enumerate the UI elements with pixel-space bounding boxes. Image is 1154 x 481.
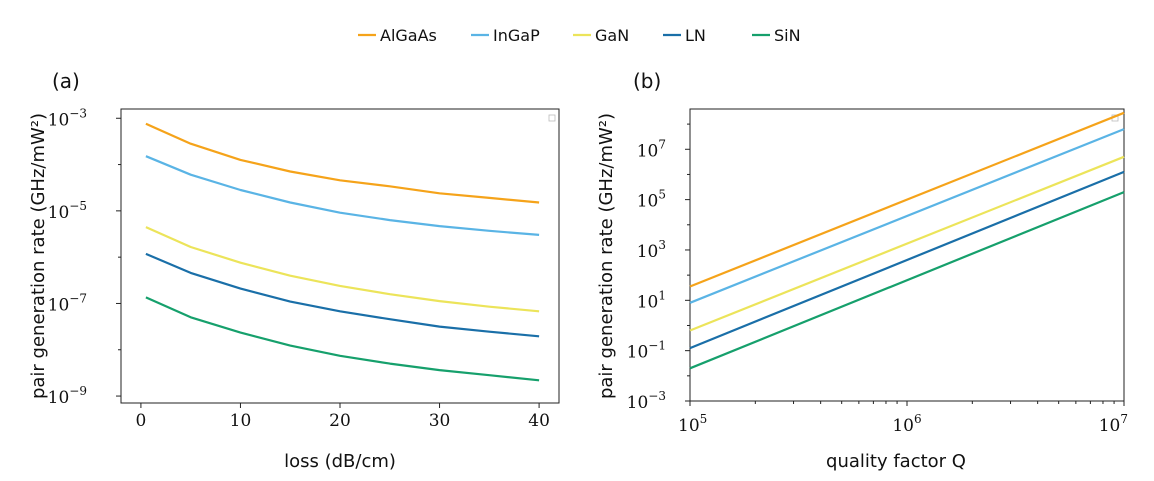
b-ytick-label-base: 10 [637,192,659,212]
b-series-ln [689,170,1125,350]
a-xtick-label: 0 [135,411,146,431]
b-ytick-label: 101 [637,288,666,312]
b-xtick-label-base: 10 [892,416,914,436]
panel-a-xlabel: loss (dB/cm) [284,451,396,472]
b-ytick-label-power: 5 [658,188,666,202]
b-xtick-label-base: 10 [678,416,700,436]
legend-label-ingap: InGaP [493,26,540,45]
panel-a-empty-legend-box [548,114,556,122]
b-ytick-label: 107 [637,137,666,161]
b-ytick-label: 10−3 [627,389,666,413]
b-series-gan [689,155,1125,332]
b-ytick-label: 105 [637,188,666,212]
panel-b-xlabel: quality factor Q [826,451,966,472]
a-series-ingap [145,155,540,236]
panel-a-label: (a) [52,69,80,93]
b-ytick-label-base: 10 [627,343,649,363]
b-ytick-label-base: 10 [637,242,659,262]
a-ytick-label: 10−5 [48,199,87,223]
a-series-algaas [145,122,540,204]
panel-b-label: (b) [633,69,661,93]
panel-b-plot-area [689,108,1125,402]
a-ytick-label-base: 10 [48,110,70,130]
a-series-gan [145,226,540,313]
legend-label-algaas: AlGaAs [380,26,437,45]
b-ytick-label-power: −3 [648,389,666,403]
panel-a-plot-area [120,108,560,404]
b-xtick-label: 106 [892,412,921,436]
legend-label-ln: LN [685,26,706,45]
legend-label-gan: GaN [595,26,629,45]
b-ytick-label-base: 10 [637,292,659,312]
b-series-ingap [689,128,1125,304]
a-xtick-label: 40 [528,411,550,431]
b-ytick-label: 10−1 [627,339,666,363]
b-ytick-label-power: 3 [658,238,666,252]
legend-label-sin: SiN [774,26,801,45]
a-ytick-label-power: −5 [69,199,87,213]
b-ytick-label-base: 10 [637,141,659,161]
a-ytick-label: 10−9 [48,384,87,408]
a-ytick-label-power: −9 [69,384,87,398]
b-xtick-label-power: 7 [1120,412,1128,426]
b-ytick-label-base: 10 [627,393,649,413]
a-ytick-label-base: 10 [48,388,70,408]
a-ytick-label-base: 10 [48,203,70,223]
a-ytick-label-power: −7 [69,291,87,305]
panel-b-ylabel: pair generation rate (GHz/mW²) [596,113,617,399]
a-xtick-label: 30 [429,411,451,431]
b-xtick-label: 107 [1099,412,1128,436]
b-ytick-label-power: 1 [658,288,666,302]
a-series-sin [145,296,540,382]
b-series-algaas [689,111,1125,288]
b-xtick-label-base: 10 [1099,416,1121,436]
panel-a-ylabel: pair generation rate (GHz/mW²) [28,113,49,399]
b-xtick-label-power: 5 [700,412,708,426]
legend: AlGaAs InGaP GaN LN SiN [358,26,801,45]
a-series-ln [145,252,540,338]
a-ytick-label: 10−7 [48,291,87,315]
a-xtick-label: 20 [329,411,351,431]
b-ytick-label-power: −1 [648,339,666,353]
b-xtick-label: 105 [678,412,707,436]
b-ytick-label: 103 [637,238,666,262]
a-ytick-label-power: −3 [69,106,87,120]
b-series-sin [689,191,1125,370]
b-ytick-label-power: 7 [658,137,666,151]
a-ytick-label: 10−3 [48,106,87,130]
b-xtick-label-power: 6 [914,412,922,426]
a-ytick-label-base: 10 [48,295,70,315]
a-xtick-label: 10 [230,411,252,431]
